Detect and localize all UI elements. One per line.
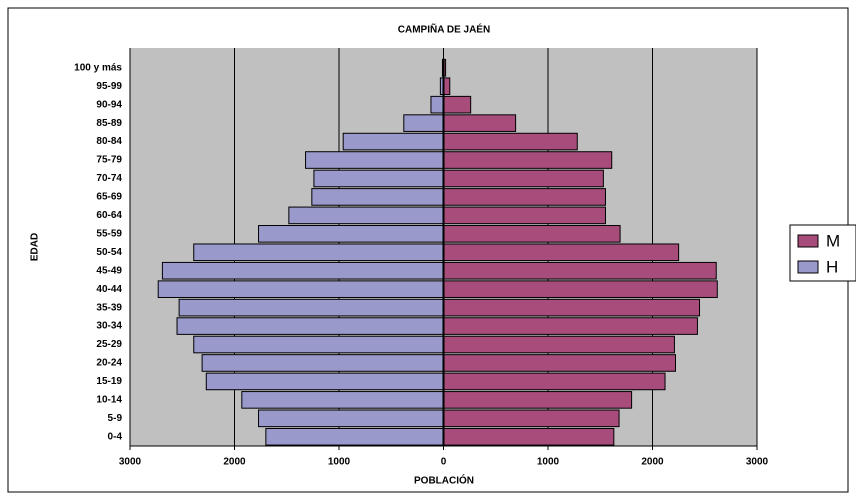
bar — [193, 335, 444, 354]
y-tick-label: 80-84 — [96, 136, 122, 147]
y-tick-label: 25-29 — [96, 339, 122, 350]
bar — [265, 427, 444, 446]
y-tick-label: 35-39 — [96, 302, 122, 313]
y-tick-label: 65-69 — [96, 192, 122, 203]
y-tick-label: 0-4 — [108, 431, 123, 442]
legend-swatch — [797, 234, 819, 248]
y-tick-label: 40-44 — [96, 284, 122, 295]
bar — [176, 317, 444, 335]
bar — [443, 354, 676, 372]
y-tick-label: 60-64 — [96, 210, 122, 221]
y-tick-label: 85-89 — [96, 118, 122, 129]
bar — [403, 114, 445, 132]
y-tick-label: 70-74 — [96, 173, 122, 184]
chart-title: CAMPIÑA DE JAÉN — [398, 23, 490, 36]
bar — [443, 206, 606, 225]
y-tick-label: 100 y más — [74, 62, 122, 73]
y-tick-label: 5-9 — [108, 413, 123, 424]
bar — [311, 188, 444, 206]
bar — [443, 317, 698, 335]
bar — [443, 95, 472, 114]
bar — [443, 114, 517, 132]
bar — [201, 354, 444, 372]
bar — [305, 151, 444, 169]
bar — [443, 427, 615, 446]
x-tick-label: 1000 — [328, 457, 351, 468]
y-tick-label: 75-79 — [96, 155, 122, 166]
bar — [443, 169, 604, 188]
bar — [443, 132, 578, 151]
bar — [443, 188, 606, 206]
bar — [443, 151, 613, 169]
legend-swatch — [797, 260, 819, 274]
bar — [443, 261, 717, 280]
bar — [443, 335, 675, 354]
bar — [193, 243, 444, 262]
y-tick-label: 90-94 — [96, 99, 122, 110]
legend-label: H — [826, 257, 838, 276]
bar — [205, 372, 444, 391]
bar — [443, 372, 666, 391]
bar — [443, 409, 620, 428]
bar — [258, 409, 444, 428]
y-tick-label: 15-19 — [96, 376, 122, 387]
bar — [342, 132, 444, 151]
bar — [258, 225, 444, 243]
bar — [178, 298, 445, 317]
x-tick-label: 2000 — [641, 457, 664, 468]
y-tick-label: 55-59 — [96, 228, 122, 239]
y-tick-label: 45-49 — [96, 265, 122, 276]
x-tick-label: 3000 — [119, 457, 142, 468]
x-tick-label: 3000 — [746, 457, 769, 468]
bar — [288, 206, 444, 225]
bar — [443, 243, 680, 262]
bar — [443, 391, 633, 409]
bar — [241, 391, 444, 409]
bar — [157, 280, 444, 298]
bar — [443, 298, 701, 317]
x-tick-label: 1000 — [537, 457, 560, 468]
x-tick-label: 2000 — [223, 457, 246, 468]
bar — [161, 261, 445, 280]
legend-label: M — [826, 231, 840, 250]
bar — [443, 225, 621, 243]
bar — [443, 280, 718, 298]
y-tick-label: 10-14 — [96, 395, 122, 406]
y-axis-label: EDAD — [30, 233, 41, 261]
x-tick-label: 0 — [441, 457, 447, 468]
bar — [313, 169, 445, 188]
y-tick-label: 20-24 — [96, 358, 122, 369]
y-tick-label: 30-34 — [96, 321, 122, 332]
bar — [430, 95, 444, 114]
y-tick-label: 50-54 — [96, 247, 122, 258]
x-axis-label: POBLACIÓN — [414, 474, 474, 487]
y-tick-label: 95-99 — [96, 81, 122, 92]
